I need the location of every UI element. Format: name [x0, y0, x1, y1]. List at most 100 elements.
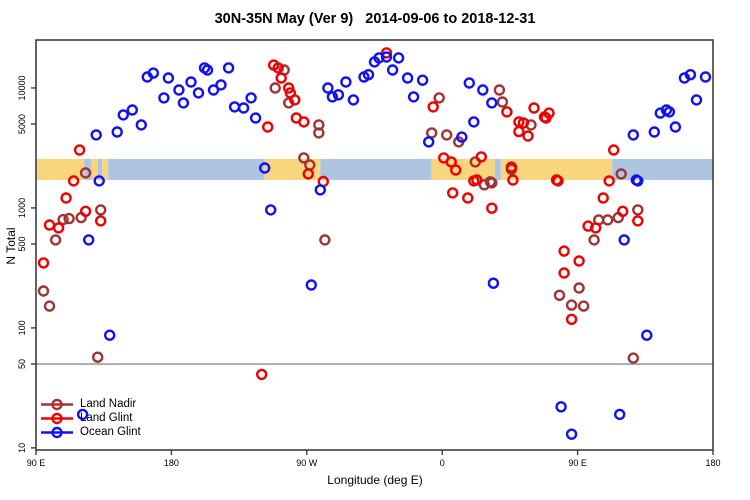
y-tick-label: 10: [17, 443, 27, 453]
data-point-land-glint: [67, 175, 80, 187]
data-point-land-glint: [60, 192, 72, 204]
y-tick-label: 5000: [17, 114, 27, 134]
data-point-land-glint: [558, 267, 570, 279]
data-point-ocean-glint: [618, 234, 630, 246]
data-point-land-glint: [468, 175, 480, 187]
data-point-land-glint: [522, 130, 534, 142]
data-point-ocean-glint: [215, 79, 227, 91]
x-tick-label: 180: [705, 458, 720, 468]
y-tick-label: 50: [17, 359, 27, 369]
data-point-ocean-glint: [684, 68, 697, 81]
data-point-land-glint: [450, 164, 462, 176]
data-point-ocean-glint: [201, 64, 214, 76]
data-point-ocean-glint: [126, 104, 139, 116]
data-point-land-nadir: [615, 168, 627, 180]
data-point-land-nadir: [565, 299, 578, 311]
data-point-land-glint: [43, 219, 56, 231]
data-point-ocean-glint: [332, 89, 345, 101]
data-point-land-glint: [558, 245, 570, 257]
y-tick-label: 10000: [17, 75, 27, 100]
data-point-ocean-glint: [340, 76, 352, 88]
data-point-ocean-glint: [380, 51, 393, 63]
data-point-ocean-glint: [76, 408, 89, 421]
data-point-land-glint: [608, 144, 620, 156]
data-point-land-nadir: [283, 97, 295, 109]
data-point-ocean-glint: [103, 329, 116, 341]
data-point-land-glint: [513, 125, 525, 138]
data-point-ocean-glint: [699, 71, 712, 83]
data-point-land-glint: [573, 255, 585, 267]
legend-marker-ocean-glint-icon: [41, 426, 73, 439]
longitude-land-band-segment: [102, 158, 109, 180]
data-point-land-glint: [73, 144, 86, 156]
data-point-ocean-glint: [373, 52, 385, 64]
data-point-land-nadir: [627, 352, 639, 364]
data-point-land-nadir: [91, 351, 104, 363]
longitude-ocean-band-segment: [320, 158, 432, 180]
data-point-ocean-glint: [486, 97, 498, 109]
data-point-land-nadir: [63, 212, 75, 225]
data-point-ocean-glint: [185, 76, 197, 88]
data-point-land-glint: [632, 215, 644, 227]
data-point-ocean-glint: [362, 68, 375, 81]
data-point-land-glint: [528, 102, 540, 114]
legend-label-ocean-glint: Ocean Glint: [80, 426, 141, 438]
data-point-land-nadir: [37, 285, 50, 297]
data-point-land-glint: [540, 112, 552, 124]
data-point-land-nadir: [632, 204, 644, 216]
y-tick-label: 500: [17, 237, 27, 252]
data-point-land-nadir: [602, 214, 614, 226]
legend: Land Nadir Land Glint Ocean Glint: [40, 398, 141, 439]
data-point-land-glint: [517, 117, 530, 129]
data-point-land-glint: [597, 192, 609, 204]
data-point-land-nadir: [493, 84, 506, 96]
data-point-land-glint: [590, 222, 602, 234]
data-point-ocean-glint: [347, 94, 360, 106]
data-point-land-glint: [79, 205, 92, 218]
data-point-ocean-glint: [82, 234, 95, 246]
data-point-ocean-glint: [423, 136, 435, 148]
x-axis-title: Longitude (deg E): [327, 473, 423, 487]
data-point-ocean-glint: [135, 119, 148, 131]
data-point-ocean-glint: [416, 74, 429, 86]
data-point-ocean-glint: [117, 109, 130, 121]
data-point-ocean-glint: [147, 67, 160, 79]
data-point-land-nadir: [573, 282, 585, 294]
longitude-land-band-segment: [36, 158, 85, 180]
data-point-ocean-glint: [456, 131, 468, 143]
longitude-land-band-segment: [91, 158, 98, 180]
data-point-land-nadir: [43, 300, 56, 312]
longitude-ocean-band-segment: [108, 158, 265, 180]
data-point-ocean-glint: [648, 126, 660, 138]
data-point-ocean-glint: [259, 162, 271, 174]
data-point-ocean-glint: [392, 52, 405, 64]
legend-entry-ocean-glint: Ocean Glint: [40, 426, 141, 439]
longitude-ocean-band-segment: [612, 158, 713, 180]
data-point-land-glint: [37, 257, 50, 269]
data-point-ocean-glint: [477, 84, 489, 96]
data-point-land-glint: [302, 168, 314, 180]
legend-entry-land-glint: Land Glint: [40, 412, 141, 425]
longitude-ocean-band-segment: [494, 158, 501, 180]
data-point-land-glint: [507, 174, 519, 186]
data-point-land-glint: [262, 121, 274, 133]
x-tick-label: 90 W: [296, 458, 318, 468]
data-point-ocean-glint: [555, 401, 567, 413]
data-point-ocean-glint: [690, 94, 703, 106]
data-point-land-nadir: [486, 177, 498, 189]
longitude-land-band-segment: [500, 158, 613, 180]
data-point-land-glint: [501, 106, 513, 118]
data-point-land-glint: [475, 151, 487, 163]
data-point-ocean-glint: [401, 72, 414, 84]
data-point-land-nadir: [269, 82, 281, 94]
data-point-ocean-glint: [487, 277, 500, 289]
longitude-ocean-band-segment: [97, 158, 103, 180]
data-point-ocean-glint: [265, 204, 277, 216]
data-point-ocean-glint: [173, 84, 185, 96]
data-point-land-glint: [275, 72, 287, 84]
data-point-ocean-glint: [627, 129, 639, 141]
legend-marker-land-glint-icon: [41, 412, 73, 425]
data-point-ocean-glint: [249, 112, 262, 124]
legend-marker-land-nadir-icon: [41, 398, 73, 411]
